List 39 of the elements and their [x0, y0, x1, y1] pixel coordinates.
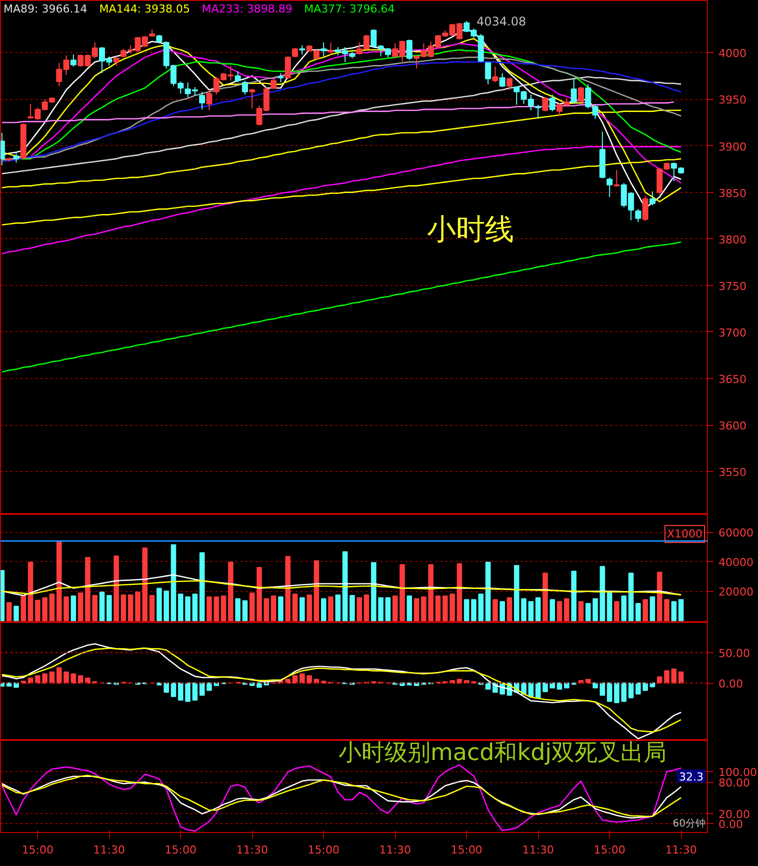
x-tick-label: 11:30 [665, 844, 697, 856]
y-tick-label: 3850 [718, 186, 746, 200]
y-tick-label: 3800 [718, 233, 746, 246]
text: MA233: 3898.89 [202, 2, 292, 16]
annotation: 60分钟 [672, 818, 706, 830]
y-tick-label: 3950 [718, 94, 746, 107]
y-tick-label: 3550 [718, 466, 746, 480]
x-tick-label: 15:00 [594, 844, 626, 856]
y-tick-label: 60000 [718, 526, 754, 540]
annotation: X1000 [666, 528, 702, 540]
y-tick-label: 3700 [718, 326, 746, 340]
y-tick-label: 0.00 [718, 678, 743, 691]
x-tick-label: 11:30 [522, 844, 554, 856]
annotation: 小时级别macd和kdj双死叉出局 [338, 740, 667, 766]
y-tick-label: 3750 [718, 280, 746, 293]
x-tick-label: 11:30 [93, 844, 126, 856]
y-tick-label: 40000 [718, 556, 754, 570]
x-tick-label: 11:30 [379, 844, 411, 856]
text: MA377: 3796.64 [304, 2, 395, 16]
annotation: 4034.08 [476, 14, 526, 29]
y-tick-label: 3600 [718, 420, 746, 433]
x-tick-label: 15:00 [164, 844, 196, 856]
y-tick-label: 3900 [718, 140, 746, 154]
text: MA89: 3966.14 [4, 2, 88, 16]
y-tick-label: 0.00 [718, 818, 743, 832]
x-tick-label: 15:00 [308, 844, 340, 856]
y-tick-label: 50.00 [718, 646, 750, 660]
y-tick-label: 80.00 [718, 776, 750, 790]
annotation: 小时线 [427, 212, 514, 246]
y-tick-label: 4000 [718, 47, 746, 60]
y-tick-label: 100.00 [718, 766, 757, 780]
annotation: 32.3 [679, 770, 704, 784]
y-tick-label: 20.00 [718, 808, 750, 821]
y-tick-label: 20000 [718, 586, 754, 599]
text: MA144: 3938.05 [99, 2, 190, 16]
x-tick-label: 15:00 [22, 844, 54, 856]
x-tick-label: 11:30 [236, 844, 268, 856]
x-tick-label: 15:00 [450, 844, 482, 856]
y-tick-label: 3650 [718, 373, 746, 386]
